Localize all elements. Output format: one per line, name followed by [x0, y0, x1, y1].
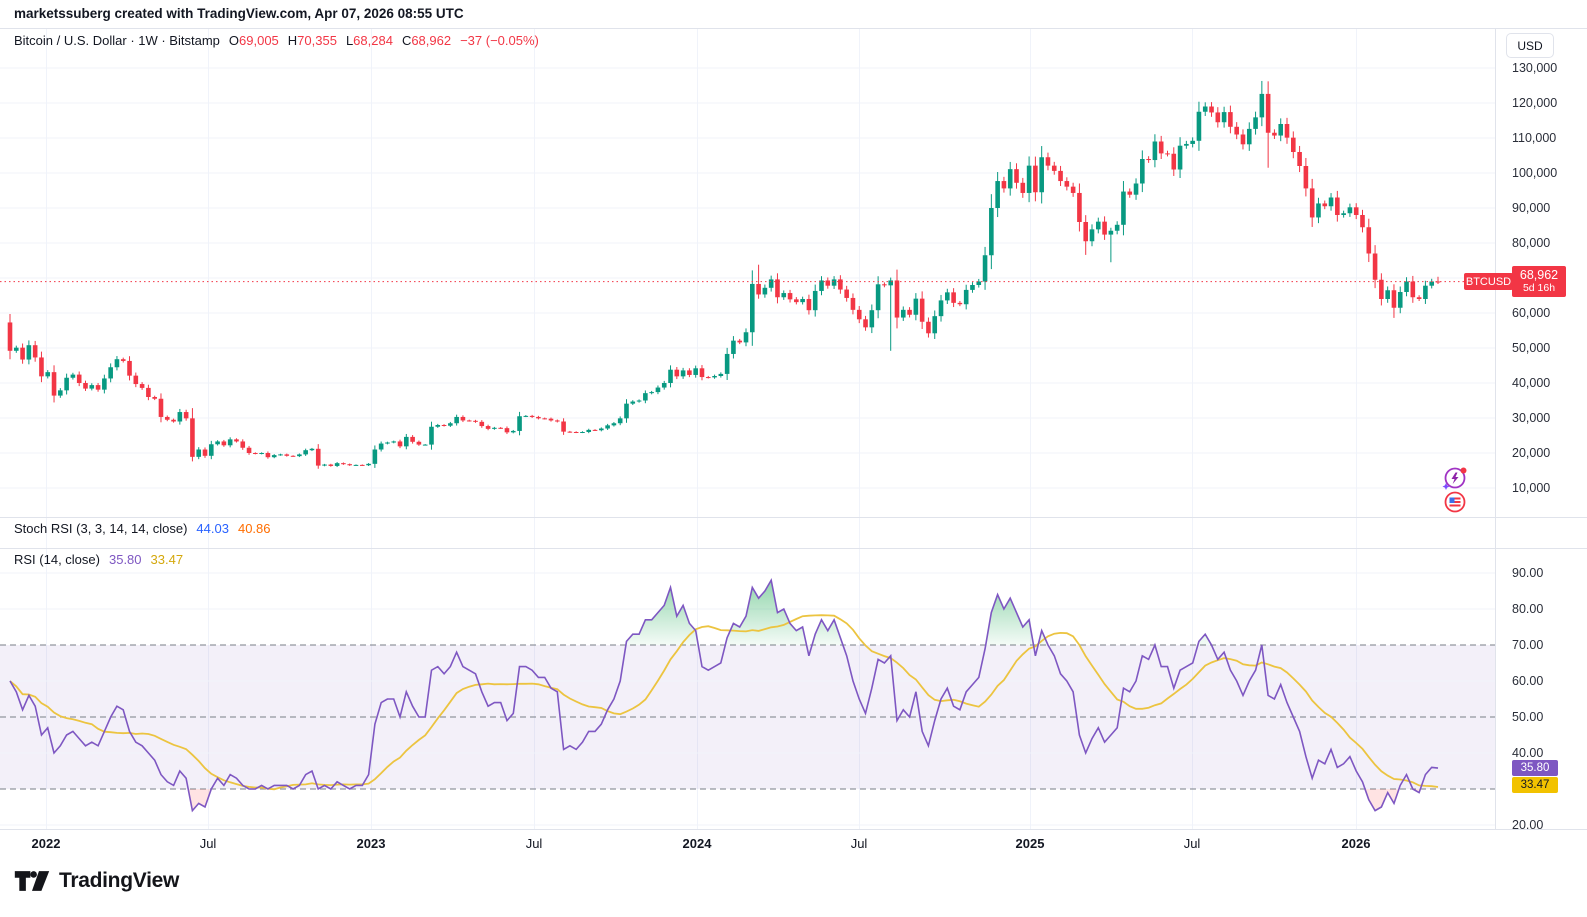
time-tick-label: 2023	[356, 836, 386, 851]
price-tick-label: 100,000	[1512, 166, 1558, 180]
time-tick-label: Jul	[199, 836, 217, 851]
ohlc-high: H70,355	[287, 33, 337, 48]
rsi-tick-label: 60.00	[1512, 674, 1544, 688]
stoch-rsi-title[interactable]: Stoch RSI (3, 3, 14, 14, close)	[14, 521, 188, 536]
rsi-title[interactable]: RSI (14, close)	[14, 552, 100, 567]
pane-separator-top	[0, 28, 1587, 29]
rsi-tick-label: 20.00	[1512, 818, 1544, 832]
currency-toggle-button[interactable]: USD	[1506, 33, 1554, 58]
change-value: −37 (−0.05%)	[460, 33, 539, 48]
attribution-text: marketssuberg created with TradingView.c…	[14, 6, 464, 21]
symbol-title[interactable]: Bitcoin / U.S. Dollar · 1W · Bitstamp	[14, 33, 220, 48]
price-tick-label: 10,000	[1512, 481, 1551, 495]
price-tick-label: 130,000	[1512, 61, 1558, 75]
rsi-ma-value: 33.47	[150, 552, 184, 567]
rsi-tick-label: 40.00	[1512, 746, 1544, 760]
time-axis-border	[0, 829, 1587, 830]
time-tick-label: Jul	[525, 836, 543, 851]
price-tick-label: 40,000	[1512, 376, 1551, 390]
tradingview-branding[interactable]: TradingView	[14, 868, 179, 894]
rsi-ma-value-badge: 33.47	[1512, 777, 1558, 793]
rsi-value: 35.80	[108, 552, 142, 567]
price-tick-label: 50,000	[1512, 341, 1551, 355]
tradingview-logo-icon	[14, 871, 50, 891]
price-axis-border	[1495, 28, 1496, 829]
stoch-k-value: 44.03	[196, 521, 229, 536]
ohlc-close: C68,962	[401, 33, 452, 48]
technicals-refresh-icon[interactable]	[1442, 467, 1467, 491]
rsi-tick-label: 80.00	[1512, 602, 1544, 616]
time-tick-label: 2026	[1341, 836, 1371, 851]
time-tick-label: Jul	[850, 836, 868, 851]
stoch-d-value: 40.86	[237, 521, 271, 536]
time-tick-label: 2024	[682, 836, 712, 851]
price-tick-label: 110,000	[1512, 131, 1557, 145]
time-tick-label: 2025	[1015, 836, 1045, 851]
bar-countdown: 5d 16h	[1522, 281, 1556, 294]
economic-events-icon[interactable]	[1444, 491, 1466, 513]
pane-separator-rsi[interactable]	[0, 548, 1587, 549]
price-tick-label: 90,000	[1512, 201, 1551, 215]
price-tick-label: 80,000	[1512, 236, 1551, 250]
symbol-legend: Bitcoin / U.S. Dollar · 1W · Bitstamp O6…	[14, 33, 539, 48]
rsi-legend: RSI (14, close) 35.80 33.47	[14, 552, 183, 567]
price-tick-label: 120,000	[1512, 96, 1558, 110]
pane-icons	[1442, 467, 1467, 513]
last-price-badge: 68,962 5d 16h	[1512, 266, 1566, 297]
rsi-tick-label: 90.00	[1512, 566, 1544, 580]
time-tick-label: 2022	[31, 836, 61, 851]
rsi-tick-label: 70.00	[1512, 638, 1544, 652]
last-price-value: 68,962	[1519, 267, 1559, 282]
ohlc-open: O69,005	[228, 33, 279, 48]
pane-separator-stoch[interactable]	[0, 517, 1587, 518]
stoch-rsi-legend: Stoch RSI (3, 3, 14, 14, close) 44.03 40…	[14, 521, 271, 536]
time-tick-label: Jul	[1183, 836, 1201, 851]
brand-name: TradingView	[59, 869, 180, 892]
rsi-tick-label: 50.00	[1512, 710, 1544, 724]
symbol-price-label: BTCUSD	[1464, 273, 1513, 290]
price-tick-label: 60,000	[1512, 306, 1551, 320]
rsi-value-badge: 35.80	[1512, 760, 1558, 776]
ohlc-low: L68,284	[345, 33, 393, 48]
price-tick-label: 30,000	[1512, 411, 1551, 425]
price-tick-label: 20,000	[1512, 446, 1551, 460]
